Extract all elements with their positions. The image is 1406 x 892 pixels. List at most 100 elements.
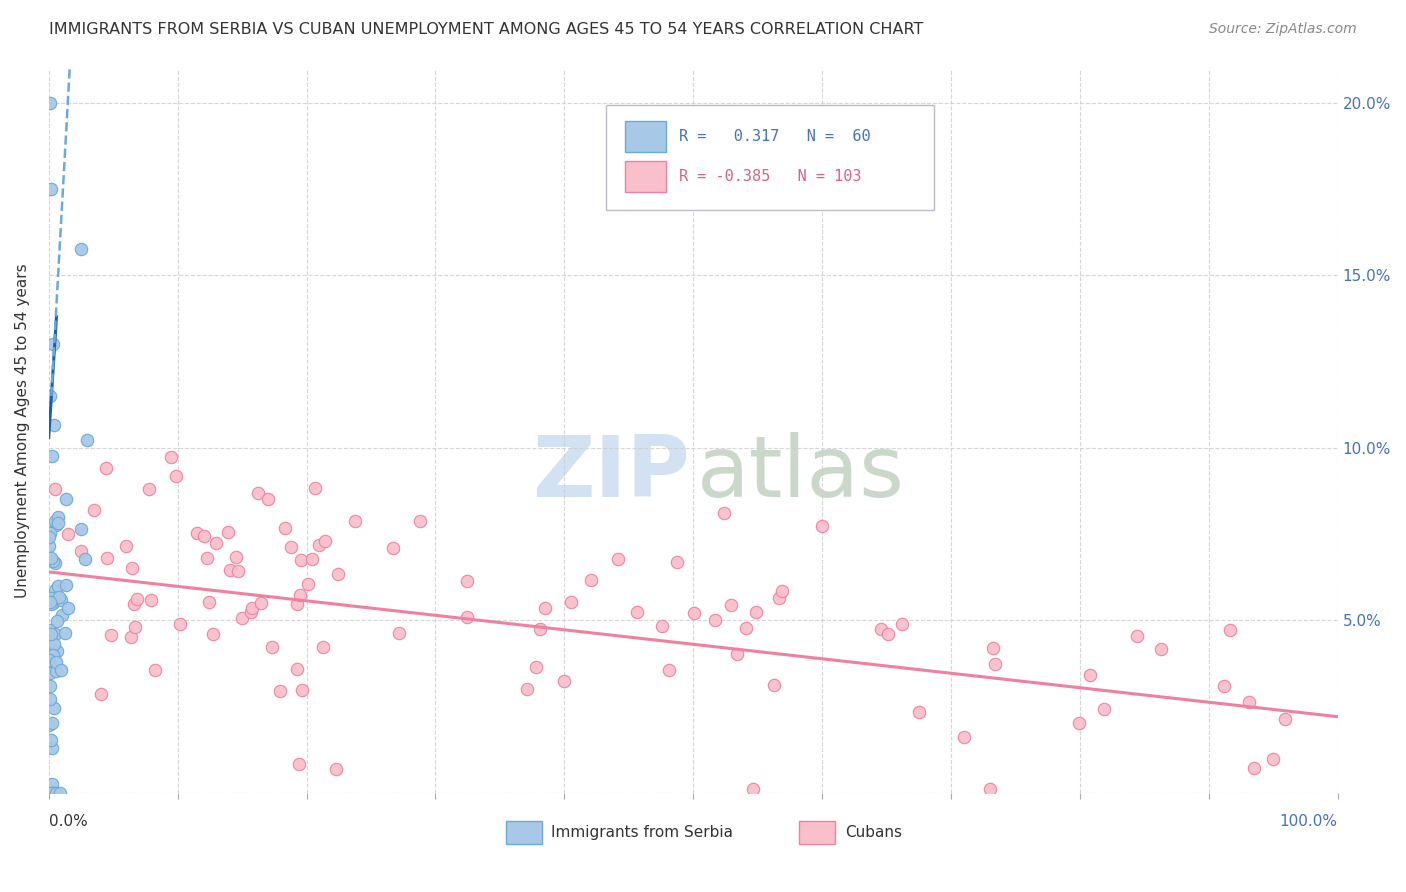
Point [553, 673, 575, 688]
Point [1274, 712, 1296, 726]
Point [290, 553, 312, 567]
Point [143, 663, 166, 677]
Point [456, 610, 478, 624]
Text: 0.0%: 0.0% [49, 814, 87, 830]
Point [524, 660, 547, 674]
Point [770, 584, 793, 599]
Point [125, 592, 148, 607]
Point [39, 786, 62, 800]
Point [124, 619, 146, 633]
Point [41, 337, 63, 351]
Point [247, 486, 270, 500]
Point [811, 519, 834, 533]
Point [325, 762, 347, 776]
Point [226, 564, 249, 578]
Point [984, 657, 1007, 672]
Point [169, 616, 191, 631]
Point [456, 574, 478, 588]
Point [326, 566, 349, 581]
Point [1078, 668, 1101, 682]
Point [314, 533, 336, 548]
Text: ZIP: ZIP [531, 433, 689, 516]
Point [869, 622, 891, 636]
Point [49, 786, 72, 800]
Point [55, 578, 77, 592]
Point [205, 536, 228, 550]
Bar [624, 121, 666, 152]
Point [44, 482, 66, 496]
Text: Cubans: Cubans [845, 825, 903, 840]
Point [280, 541, 302, 555]
Point [665, 555, 688, 569]
Point [120, 630, 142, 644]
Point [100, 628, 122, 642]
Point [285, 663, 308, 677]
Point [45, 664, 67, 678]
Point [763, 678, 786, 692]
Point [217, 524, 239, 539]
Point [70, 242, 93, 256]
Point [877, 627, 900, 641]
Point [96, 460, 118, 475]
Point [76, 434, 98, 448]
Point [41, 786, 63, 800]
Point [312, 640, 335, 655]
Point [256, 491, 278, 506]
Point [979, 782, 1001, 797]
Point [1219, 624, 1241, 638]
Point [49, 593, 72, 607]
Point [683, 607, 706, 621]
Point [288, 588, 311, 602]
Point [193, 528, 215, 542]
Point [42, 648, 65, 662]
Point [202, 627, 225, 641]
Point [703, 613, 725, 627]
Point [42, 596, 65, 610]
Point [239, 605, 262, 619]
Point [51, 607, 73, 622]
Point [304, 481, 326, 495]
Point [44, 582, 66, 597]
Point [45, 518, 67, 533]
Point [735, 621, 758, 635]
Point [42, 554, 65, 568]
Point [516, 682, 538, 697]
Point [39, 551, 62, 566]
Point [46, 643, 69, 657]
Point [269, 683, 291, 698]
Point [388, 625, 411, 640]
Point [122, 598, 145, 612]
Point [285, 597, 308, 611]
Point [53, 626, 76, 640]
Point [890, 616, 912, 631]
Point [606, 552, 628, 566]
Point [70, 522, 93, 536]
Point [581, 573, 603, 587]
Point [41, 741, 63, 756]
Point [41, 716, 63, 731]
Point [658, 664, 681, 678]
Point [908, 705, 931, 719]
Point [44, 514, 66, 528]
Point [39, 786, 62, 800]
Point [42, 701, 65, 715]
Point [297, 577, 319, 591]
Point [46, 516, 69, 530]
Point [45, 655, 67, 669]
Point [42, 637, 65, 651]
Point [38, 530, 60, 544]
Point [46, 614, 69, 628]
Text: IMMIGRANTS FROM SERBIA VS CUBAN UNEMPLOYMENT AMONG AGES 45 TO 54 YEARS CORRELATI: IMMIGRANTS FROM SERBIA VS CUBAN UNEMPLOY… [49, 22, 924, 37]
Point [1243, 761, 1265, 775]
Point [70, 544, 93, 558]
Point [1261, 752, 1284, 766]
Text: Immigrants from Serbia: Immigrants from Serbia [551, 825, 734, 840]
Point [83, 503, 105, 517]
Point [768, 591, 790, 606]
Point [343, 514, 366, 528]
Point [38, 526, 60, 541]
Point [409, 514, 432, 528]
Point [39, 733, 62, 747]
Point [115, 539, 138, 553]
Point [240, 600, 263, 615]
